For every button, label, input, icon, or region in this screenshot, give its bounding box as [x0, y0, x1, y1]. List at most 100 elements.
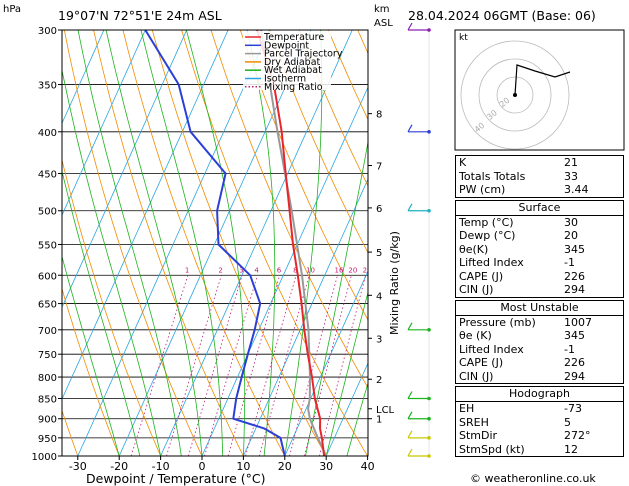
- index-row: K 21: [456, 156, 623, 170]
- dry-adiabat-line: [122, 30, 286, 456]
- index-value: 226: [564, 269, 585, 283]
- index-value: 33: [564, 169, 578, 183]
- dry-adiabat-line: [298, 30, 368, 187]
- index-row: Temp (°C) 30: [456, 216, 623, 230]
- mixing-ratio-line: [319, 275, 366, 456]
- legend-entry: Parcel Trajectory: [264, 49, 343, 60]
- index-row: CIN (J) 294: [456, 370, 623, 384]
- isotherm-line: [62, 30, 146, 217]
- wet-adiabat-line: [62, 255, 120, 456]
- isotherm-line: [284, 270, 368, 456]
- index-value: 12: [564, 442, 578, 456]
- index-row: θe(K) 345: [456, 243, 623, 257]
- pressure-tick-label: 800: [38, 373, 57, 384]
- wind-barb-flag: [407, 448, 413, 457]
- mixing-ratio-line: [188, 275, 243, 456]
- hodograph-frame: [454, 29, 625, 151]
- dry-adiabat-line: [151, 30, 327, 456]
- mixing-ratio-label: 16: [334, 266, 343, 274]
- wet-adiabat-line: [105, 30, 203, 456]
- hodograph-unit-label: kt: [459, 33, 468, 43]
- legend-entry: Dewpoint: [264, 40, 309, 51]
- index-label: CIN (J): [459, 369, 494, 383]
- index-row: StmDir 272°: [456, 429, 623, 443]
- isotherm-line: [243, 178, 368, 456]
- isotherm-line: [62, 30, 229, 401]
- index-label: Temp (°C): [459, 215, 514, 229]
- hodograph-storm-marker: [513, 93, 517, 97]
- dry-adiabat-line: [63, 30, 203, 456]
- dry-adiabat-line: [269, 30, 368, 254]
- wind-barb-dot: [427, 327, 431, 332]
- index-value: -73: [564, 402, 582, 415]
- index-value: 5: [564, 415, 571, 429]
- dewpoint-line: [144, 30, 286, 456]
- index-label: SREH: [459, 415, 489, 429]
- dry-adiabat-line: [210, 30, 368, 389]
- isotherm-line: [0, 30, 21, 456]
- isotherm-line: [325, 362, 368, 456]
- index-label: Pressure (mb): [459, 315, 536, 329]
- temp-tick-label: -30: [69, 460, 87, 473]
- pressure-tick-label: 950: [38, 434, 57, 445]
- pressure-tick-label: 300: [38, 26, 57, 37]
- index-value: 30: [564, 215, 578, 229]
- index-row: StmSpd (kt) 12: [456, 443, 623, 457]
- hodograph-trace: [514, 64, 571, 96]
- location-title: 19°07'N 72°51'E 24m ASL: [58, 8, 222, 23]
- index-value: 294: [564, 283, 585, 296]
- index-label: Dewp (°C): [459, 229, 516, 242]
- index-row: EH -73: [456, 402, 623, 416]
- y-axis-label-mixing-ratio: Mixing Ratio (g/kg): [388, 231, 401, 335]
- km-tick-label: 4: [376, 291, 382, 302]
- wet-adiabat-line: [284, 30, 323, 456]
- mixing-ratio-label: 25: [363, 266, 372, 274]
- km-tick-label: 1: [376, 415, 382, 426]
- isotherm-line: [77, 30, 270, 456]
- temp-tick-label: 40: [361, 460, 375, 473]
- isotherm-line: [160, 30, 353, 456]
- index-row: Dewp (°C) 20: [456, 229, 623, 243]
- hodograph-indices-box: Hodograph EH -73 SREH 5 StmDir 272° StmSpd (kt…: [455, 386, 624, 457]
- index-row: Totals Totals 33: [456, 170, 623, 184]
- km-tick-label: 8: [376, 110, 382, 121]
- most-unstable-box: Most Unstable Pressure (mb) 1007 θe (K) 345…: [455, 299, 624, 384]
- wet-adiabat-line: [346, 381, 368, 456]
- hodograph-ring: [496, 76, 534, 114]
- hodograph-indices-title: Hodograph: [509, 387, 570, 400]
- mixing-ratio-label: 20: [348, 266, 357, 274]
- index-row: SREH 5: [456, 416, 623, 430]
- index-value: -1: [564, 256, 575, 269]
- index-value: 294: [564, 369, 585, 383]
- hodograph-ring: [460, 40, 570, 150]
- index-value: 1007: [564, 315, 592, 329]
- wet-adiabat-line: [62, 68, 161, 456]
- index-label: PW (cm): [459, 183, 506, 196]
- wind-barb-dot: [427, 208, 431, 213]
- surface-box: Surface Temp (°C) 30 Dewp (°C) 20 θe(K) 345 Li…: [455, 199, 624, 298]
- km-tick-label: 2: [376, 375, 382, 386]
- index-value: -1: [564, 342, 575, 356]
- temp-tick-label: 30: [319, 460, 333, 473]
- wind-barb-flag: [407, 411, 413, 420]
- temp-tick-label: -20: [110, 460, 128, 473]
- legend-entry: Isotherm: [264, 74, 306, 85]
- wind-barb-flag: [407, 391, 413, 399]
- mixing-ratio-line: [227, 275, 281, 456]
- legend-entry: Wet Adiabat: [264, 65, 322, 76]
- km-tick-label: 7: [376, 162, 382, 173]
- index-label: θe(K): [459, 242, 489, 256]
- index-value: 226: [564, 356, 585, 369]
- index-row: CIN (J) 294: [456, 283, 623, 297]
- plot-frame: [61, 29, 369, 457]
- mixing-ratio-label: 8: [293, 266, 297, 274]
- axes: 3003504004505005506006507007508008509009…: [32, 26, 395, 473]
- mixing-ratio-line: [259, 275, 310, 456]
- copyright-footer: © weatheronline.co.uk: [470, 472, 596, 485]
- index-label: StmSpd (kt): [459, 442, 525, 456]
- km-unit-label: km: [374, 4, 390, 15]
- pressure-tick-label: 500: [38, 207, 57, 218]
- index-label: CAPE (J): [459, 269, 504, 283]
- mixing-ratio-label: 3: [239, 266, 243, 274]
